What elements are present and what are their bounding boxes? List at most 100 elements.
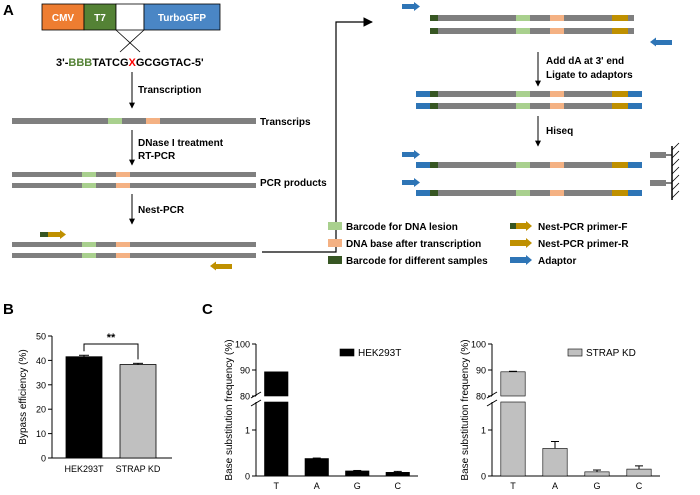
connector-arrow bbox=[262, 17, 373, 253]
x-tick-label: G bbox=[354, 481, 361, 491]
cmv-label: CMV bbox=[52, 13, 75, 24]
y-tick-label: 20 bbox=[36, 405, 46, 415]
bar bbox=[65, 356, 103, 459]
chart-substitution-strap-kd: 80 90 100 0 1 Base substitution frequency (%)… bbox=[460, 339, 660, 491]
y-tick-label: 40 bbox=[36, 356, 46, 366]
y-tick-label: 90 bbox=[240, 366, 250, 376]
bar bbox=[385, 472, 410, 477]
t7-label: T7 bbox=[94, 13, 106, 24]
significance-bracket bbox=[83, 343, 139, 360]
insert-zoom-line-left bbox=[115, 29, 141, 53]
legend-label: HEK293T bbox=[358, 348, 401, 359]
y-tick-label: 90 bbox=[476, 366, 486, 376]
y-tick-label: 10 bbox=[36, 429, 46, 439]
x-tick-label: G bbox=[593, 481, 600, 491]
chart-substitution-hek293t: 80 90 100 0 1 Base substitution frequency (%)… bbox=[224, 339, 418, 491]
lesion-barcode-mark bbox=[108, 118, 122, 124]
y-axis-label: Base substitution frequency (%) bbox=[460, 339, 471, 480]
bar bbox=[584, 471, 610, 477]
nestpcr-products-right bbox=[402, 2, 672, 47]
step-nestpcr: Nest-PCR bbox=[138, 205, 185, 216]
y-axis-label: Bypass efficiency (%) bbox=[18, 349, 29, 444]
x-tick-label: T bbox=[274, 481, 280, 491]
label-transcripts: Transcrips bbox=[260, 117, 311, 128]
legend-barcode-samples: Barcode for different samples bbox=[346, 256, 488, 267]
seq-before: TATCG bbox=[92, 57, 128, 69]
legend-swatch-base bbox=[328, 239, 342, 247]
legend-swatch bbox=[339, 348, 355, 357]
legend-primer-f: Nest-PCR primer-F bbox=[538, 222, 627, 233]
panel-label-b: B bbox=[3, 301, 14, 318]
legend-swatch-lesion bbox=[328, 222, 342, 230]
y-axis-label: Base substitution frequency (%) bbox=[224, 339, 235, 480]
bar-lower bbox=[264, 401, 289, 477]
t7-segment bbox=[83, 3, 117, 31]
legend-swatch-samples bbox=[328, 256, 342, 264]
bar-upper bbox=[264, 371, 289, 397]
seq-after: GCGGTAC-5' bbox=[136, 57, 204, 69]
bar-lower bbox=[500, 401, 526, 477]
insert-site bbox=[115, 3, 145, 31]
primer-r-body bbox=[216, 264, 232, 269]
plasmid-construct: CMV T7 TurboGFP bbox=[41, 3, 221, 53]
step-dnase: DNase I treatment bbox=[138, 138, 224, 149]
legend-barcode-lesion: Barcode for DNA lesion bbox=[346, 222, 458, 233]
legend-primer-r: Nest-PCR primer-R bbox=[538, 239, 629, 250]
y-tick-label: 0 bbox=[245, 472, 250, 482]
step-rtpcr: RT-PCR bbox=[138, 151, 176, 162]
axis-break bbox=[250, 399, 262, 407]
y-tick-label: 100 bbox=[235, 340, 250, 350]
y-tick-label: 0 bbox=[41, 454, 46, 464]
panel-label-a: A bbox=[3, 2, 14, 19]
x-tick-label: STRAP KD bbox=[116, 464, 161, 474]
seq-barcode: BBB bbox=[68, 57, 92, 69]
x-tick-label: A bbox=[314, 481, 320, 491]
panel-label-c: C bbox=[202, 301, 213, 318]
step-hiseq: Hiseq bbox=[546, 126, 573, 137]
x-tick-label: C bbox=[636, 481, 643, 491]
y-tick-label: 1 bbox=[481, 426, 486, 436]
ligated-products bbox=[416, 91, 642, 109]
turbogfp-label: TurboGFP bbox=[158, 13, 206, 24]
insert-zoom-line-right bbox=[119, 29, 145, 53]
workflow-legend: Barcode for DNA lesion DNA base after tr… bbox=[328, 221, 629, 267]
bar bbox=[304, 458, 329, 477]
base-mark bbox=[146, 118, 160, 124]
axis-break bbox=[486, 391, 498, 399]
legend-base-after: DNA base after transcription bbox=[346, 239, 481, 250]
bar-upper bbox=[500, 371, 526, 397]
x-tick-label: A bbox=[552, 481, 558, 491]
cmv-segment bbox=[41, 3, 85, 31]
step-add-da: Add dA at 3' end bbox=[546, 56, 624, 67]
legend-adaptor: Adaptor bbox=[538, 256, 576, 267]
nestpcr-products bbox=[12, 230, 256, 271]
bar bbox=[542, 448, 568, 477]
axis-break bbox=[250, 391, 262, 399]
bar bbox=[345, 470, 370, 477]
legend-swatch bbox=[567, 348, 583, 357]
x-tick-label: T bbox=[510, 481, 516, 491]
lesion-sequence: 3'-BBBTATCGXGCGGTAC-5' bbox=[56, 57, 204, 69]
turbogfp-segment bbox=[143, 3, 221, 31]
step-ligate: Ligate to adaptors bbox=[546, 70, 633, 81]
label-pcr-products: PCR products bbox=[260, 178, 327, 189]
seq-lesion: X bbox=[129, 57, 137, 69]
y-tick-label: 50 bbox=[36, 332, 46, 342]
pcr-products bbox=[12, 172, 256, 188]
bar bbox=[626, 468, 652, 477]
primer-f-body bbox=[48, 232, 60, 237]
transcript-strand bbox=[12, 118, 256, 124]
hiseq-products bbox=[402, 142, 680, 200]
y-tick-label: 100 bbox=[471, 340, 486, 350]
y-tick-label: 80 bbox=[476, 392, 486, 402]
y-tick-label: 80 bbox=[240, 392, 250, 402]
chart-bypass-efficiency: 0 10 20 30 40 50 Bypass efficiency (%) HEK293T S… bbox=[18, 332, 172, 474]
x-tick-label: C bbox=[395, 481, 402, 491]
seq-prefix: 3'- bbox=[56, 57, 69, 69]
y-tick-label: 0 bbox=[481, 472, 486, 482]
primer-f-sample-barcode bbox=[40, 232, 48, 237]
y-tick-label: 30 bbox=[36, 380, 46, 390]
bar bbox=[119, 364, 157, 459]
legend-label: STRAP KD bbox=[586, 348, 636, 359]
